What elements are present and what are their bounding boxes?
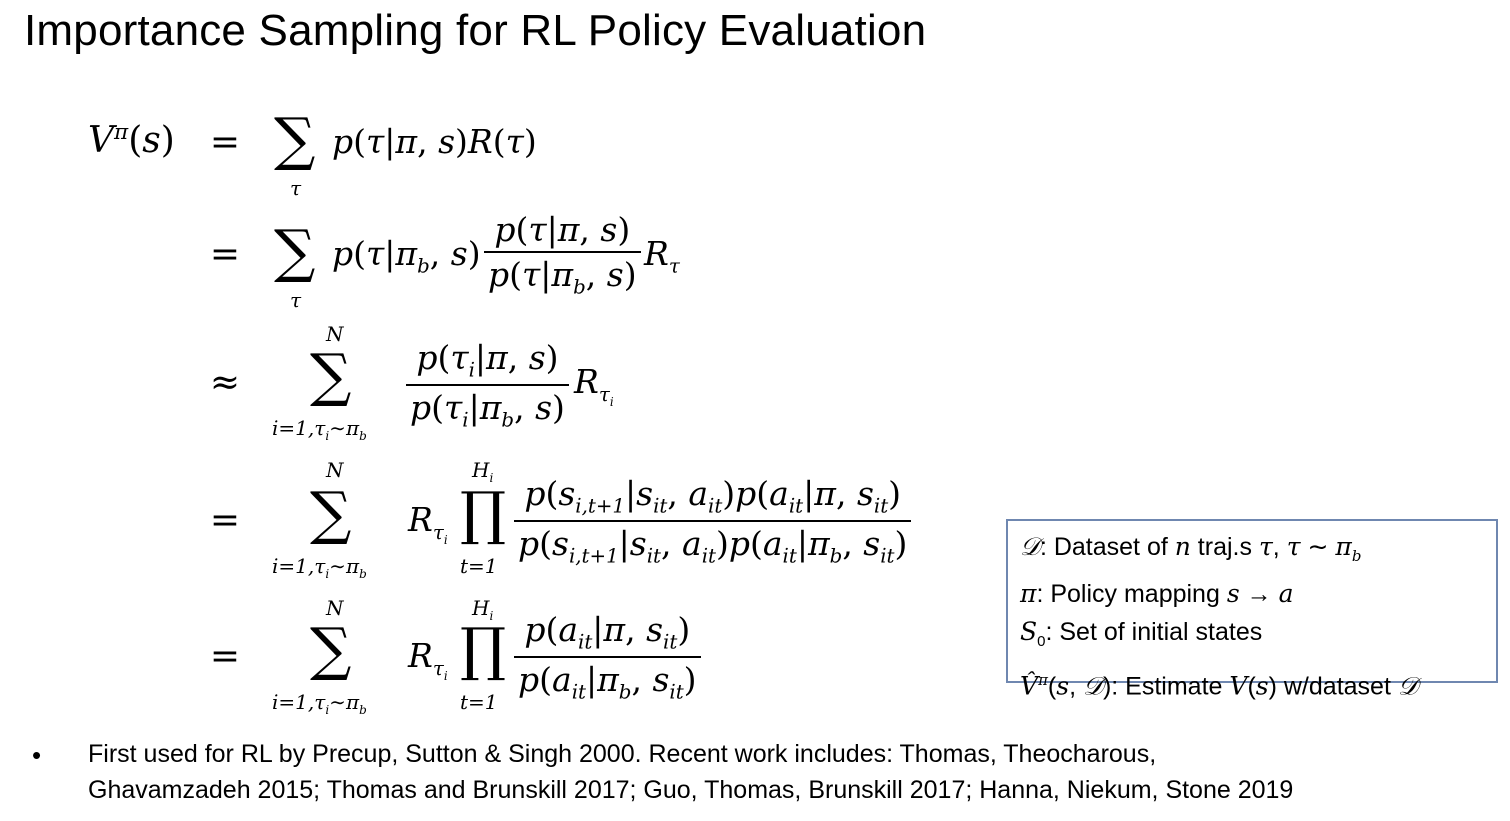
sum-lower-limit: i=1,τi∼πb — [272, 690, 367, 717]
fraction: p(τ|π, s) p(τ|πb, s) — [484, 210, 641, 299]
notation-legend-box: 𝒟: Dataset of n traj.s τ, τ ∼ πb π: Poli… — [1006, 519, 1498, 700]
equation-row-2-prefix: p(τ|πb, s) — [332, 234, 481, 278]
product-lower-limit: t=1 — [460, 554, 498, 578]
equation-row-1-body: p(τ|π, s)R(τ) — [332, 122, 537, 161]
summation-sign: ∑ — [310, 341, 352, 409]
fraction: p(τi|π, s) p(τi|πb, s) — [406, 338, 569, 431]
relation-symbol: = — [209, 500, 241, 541]
legend-item-dataset: 𝒟: Dataset of n traj.s τ, τ ∼ πb — [1020, 532, 1362, 565]
sum-upper-limit: N — [326, 458, 344, 482]
product-upper-limit: Hi — [472, 596, 494, 623]
equation-row-5-prefix: Rτi — [408, 636, 448, 683]
fraction: p(ait|π, sit) p(ait|πb, sit) — [514, 610, 701, 703]
summation-sign: ∑ — [310, 479, 352, 547]
relation-symbol: = — [209, 234, 241, 275]
sum-upper-limit: N — [326, 596, 344, 620]
product-sign: ∏ — [460, 615, 507, 683]
legend-item-policy: π: Policy mapping s → a — [1020, 579, 1294, 608]
sum-lower-limit: τ — [290, 176, 302, 200]
references-note: First used for RL by Precup, Sutton & Si… — [88, 736, 1448, 808]
relation-symbol: ≈ — [209, 362, 241, 403]
legend-item-initial-states: S0: Set of initial states — [1020, 617, 1263, 650]
product-sign: ∏ — [460, 479, 507, 547]
equation-row-2-suffix: Rτ — [644, 234, 680, 278]
summation-sign: ∑ — [274, 217, 316, 285]
equation-row-3-suffix: Rτi — [574, 362, 614, 409]
references-line-1: First used for RL by Precup, Sutton & Si… — [88, 740, 1157, 768]
relation-symbol: = — [209, 122, 241, 163]
sum-lower-limit: τ — [290, 288, 302, 312]
relation-symbol: = — [209, 636, 241, 677]
summation-sign: ∑ — [310, 615, 352, 683]
equation-row-4-prefix: Rτi — [408, 500, 448, 547]
bullet-icon: • — [32, 740, 42, 770]
references-line-2: Ghavamzadeh 2015; Thomas and Brunskill 2… — [88, 776, 1294, 804]
equation-lhs: Vπ(s) — [88, 120, 175, 161]
legend-item-estimate: V̂π(s, 𝒟): Estimate V(s) w/dataset 𝒟 — [1020, 671, 1418, 701]
fraction: p(si,t+1|sit, ait)p(ait|π, sit) p(si,t+1… — [514, 474, 912, 567]
summation-sign: ∑ — [274, 105, 316, 173]
slide-title: Importance Sampling for RL Policy Evalua… — [24, 6, 927, 55]
sum-lower-limit: i=1,τi∼πb — [272, 554, 367, 581]
sum-lower-limit: i=1,τi∼πb — [272, 416, 367, 443]
product-lower-limit: t=1 — [460, 690, 498, 714]
sum-upper-limit: N — [326, 322, 344, 346]
product-upper-limit: Hi — [472, 458, 494, 485]
